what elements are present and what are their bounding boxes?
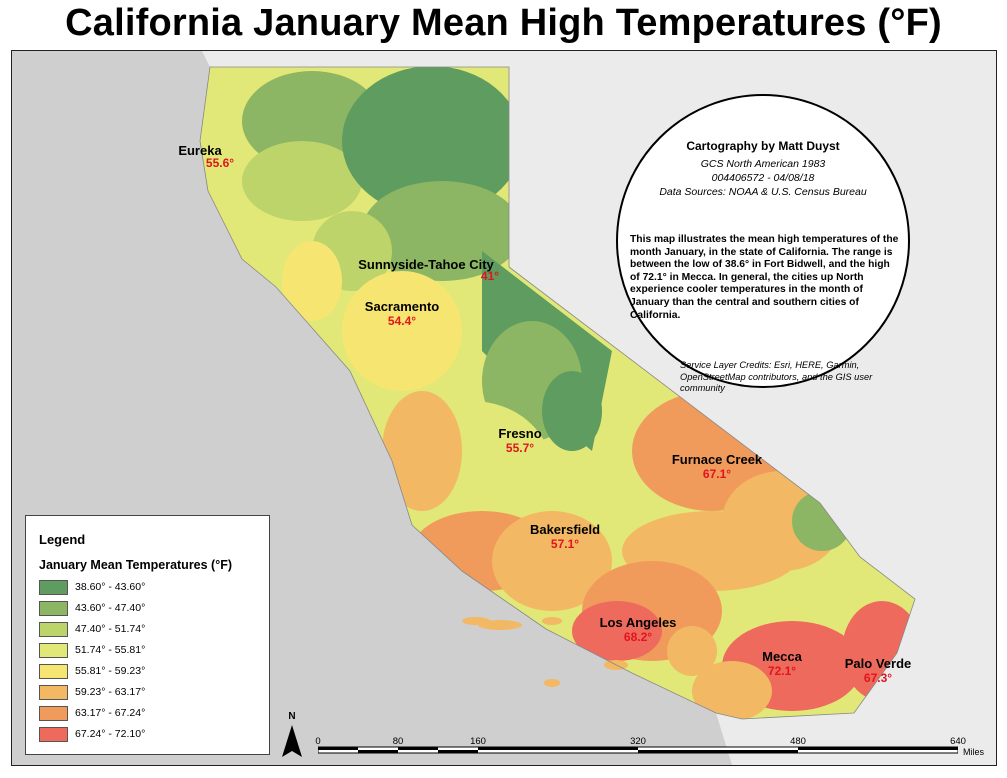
- legend-swatch: [39, 643, 68, 658]
- legend-label: 43.60° - 47.40°: [75, 602, 146, 614]
- city-name: Palo Verde: [844, 656, 912, 671]
- legend-swatch: [39, 601, 68, 616]
- city-temp: 54.4°: [387, 314, 417, 328]
- city-temp: 55.6°: [205, 156, 235, 170]
- city-temp-eureka: 55.6°: [206, 156, 234, 171]
- city-temp: 68.2°: [623, 630, 653, 644]
- north-arrow-icon: [282, 725, 302, 757]
- city-name: Eureka: [178, 143, 222, 158]
- city-label-palo-verde[interactable]: Palo Verde 67.3°: [845, 656, 911, 686]
- north-label: N: [288, 711, 296, 722]
- state-outline: [199, 66, 916, 720]
- map-title: California January Mean High Temperature…: [65, 2, 942, 44]
- city-name: Furnace Creek: [671, 452, 763, 467]
- island: [542, 617, 562, 625]
- legend-title: Legend: [39, 532, 86, 547]
- island: [462, 617, 490, 625]
- scale-tick-label: 80: [392, 736, 404, 747]
- legend-swatch: [39, 685, 68, 700]
- city-name: Fresno: [498, 426, 542, 441]
- city-name: Mecca: [762, 649, 802, 664]
- scale-bar: 0 80 160 320 480 640 Miles: [315, 736, 984, 760]
- scale-units: Miles: [963, 747, 985, 757]
- city-name: Los Angeles: [599, 615, 677, 630]
- legend-label: 63.17° - 67.24°: [75, 707, 146, 719]
- city-label-mecca[interactable]: Mecca 72.1°: [762, 649, 802, 679]
- legend-swatch: [39, 664, 68, 679]
- city-name: Sunnyside-Tahoe City: [358, 257, 494, 272]
- north-arrow: N: [280, 711, 304, 761]
- city-label-fresno[interactable]: Fresno 55.7°: [498, 426, 541, 456]
- scale-tick-label: 0: [315, 736, 321, 747]
- map-frame[interactable]: Eureka 55.6° Sunnyside-Tahoe City 41° Sa…: [11, 50, 997, 766]
- legend-label: 38.60° - 43.60°: [75, 581, 146, 593]
- scale-tick-label: 320: [630, 736, 646, 747]
- credits-service: Service Layer Credits: Esri, HERE, Garmi…: [680, 360, 873, 393]
- city-label-eureka[interactable]: Eureka: [178, 143, 221, 158]
- legend-label: 67.24° - 72.10°: [75, 728, 146, 740]
- city-label-furnace-creek[interactable]: Furnace Creek 67.1°: [672, 452, 762, 482]
- credits-sources: Data Sources: NOAA & U.S. Census Bureau: [659, 186, 867, 198]
- scale-tick-label: 640: [950, 736, 966, 747]
- city-temp: 57.1°: [550, 537, 580, 551]
- city-temp: 72.1°: [767, 664, 797, 678]
- credits-id-date: 004406572 - 04/08/18: [711, 172, 815, 184]
- scale-bar-graphic: [318, 746, 958, 754]
- legend-label: 51.74° - 55.81°: [75, 644, 146, 656]
- temperature-zones: [200, 67, 915, 719]
- city-label-los-angeles[interactable]: Los Angeles 68.2°: [600, 615, 677, 645]
- city-temp-sunnyside-tahoe: 41°: [481, 269, 499, 284]
- scale-tick-label: 480: [790, 736, 806, 747]
- legend-subtitle: January Mean Temperatures (°F): [39, 558, 233, 572]
- city-temp: 55.7°: [505, 441, 535, 455]
- legend-swatch: [39, 622, 68, 637]
- city-temp: 67.1°: [702, 467, 732, 481]
- city-label-bakersfield[interactable]: Bakersfield 57.1°: [530, 522, 600, 552]
- legend-swatch: [39, 727, 68, 742]
- legend-label: 55.81° - 59.23°: [75, 665, 146, 677]
- legend-label: 59.23° - 63.17°: [75, 686, 146, 698]
- legend-swatch: [39, 706, 68, 721]
- legend-panel: Legend January Mean Temperatures (°F) 38…: [25, 515, 270, 755]
- credits-description: This map illustrates the mean high tempe…: [630, 234, 899, 321]
- legend-swatch: [39, 580, 68, 595]
- city-label-sacramento[interactable]: Sacramento 54.4°: [365, 299, 439, 329]
- city-label-sunnyside-tahoe[interactable]: Sunnyside-Tahoe City: [358, 257, 494, 272]
- city-temp: 41°: [480, 269, 500, 283]
- city-name: Bakersfield: [529, 522, 601, 537]
- credits-panel: Cartography by Matt Duyst GCS North Amer…: [616, 94, 910, 393]
- legend-label: 47.40° - 51.74°: [75, 623, 146, 635]
- credits-projection: GCS North American 1983: [700, 158, 826, 170]
- island: [478, 620, 522, 630]
- city-temp: 67.3°: [863, 671, 893, 685]
- scale-tick-label: 160: [470, 736, 486, 747]
- credits-title: Cartography by Matt Duyst: [686, 139, 840, 153]
- island: [544, 679, 560, 687]
- city-name: Sacramento: [364, 299, 440, 314]
